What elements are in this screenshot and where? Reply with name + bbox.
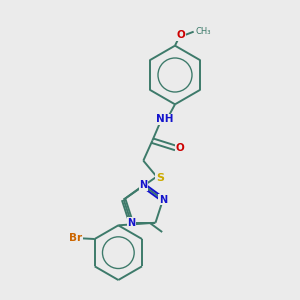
- Text: N: N: [127, 218, 135, 228]
- Text: O: O: [177, 30, 185, 40]
- Text: CH₃: CH₃: [196, 27, 211, 36]
- Text: O: O: [176, 143, 185, 153]
- Text: Br: Br: [69, 233, 82, 243]
- Text: N: N: [159, 195, 167, 205]
- Text: S: S: [156, 173, 164, 183]
- Text: N: N: [139, 180, 147, 190]
- Text: NH: NH: [156, 114, 173, 124]
